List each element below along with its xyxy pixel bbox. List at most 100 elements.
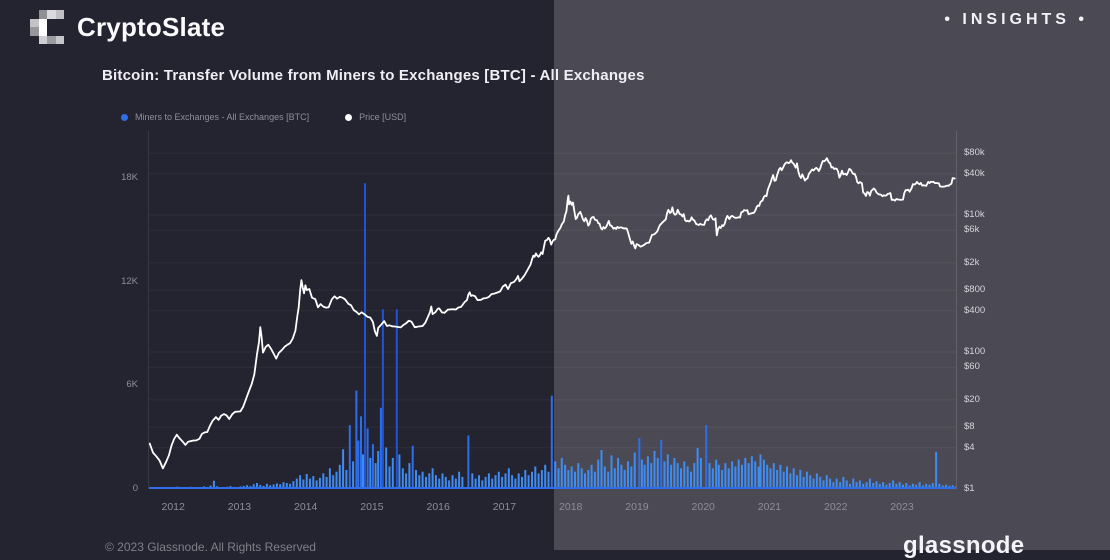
volume-bar [712, 468, 714, 488]
brand-name: CryptoSlate [77, 12, 225, 43]
volume-bar [836, 479, 838, 488]
volume-bar [292, 481, 294, 488]
x-axis-tick: 2020 [692, 501, 715, 513]
chart-canvas [149, 131, 956, 489]
volume-bar [528, 475, 530, 488]
volume-bar [597, 460, 599, 488]
volume-bar [342, 449, 344, 488]
volume-bar [355, 391, 357, 489]
x-axis-tick: 2015 [360, 501, 383, 513]
volume-bar [329, 468, 331, 488]
volume-bar [571, 467, 573, 489]
volume-bar [491, 479, 493, 488]
volume-bar [776, 470, 778, 488]
x-axis-tick: 2022 [824, 501, 847, 513]
volume-bar [367, 429, 369, 489]
legend-dot-white-icon [345, 114, 352, 121]
y-left-tick: 0 [88, 483, 138, 495]
legend-label-miners-volume: Miners to Exchanges - All Exchanges [BTC… [135, 112, 309, 122]
volume-bar [654, 451, 656, 488]
y-right-tick: $40k [964, 168, 985, 180]
legend-dot-blue-icon [121, 114, 128, 121]
volume-bar [601, 450, 603, 488]
glassnode-watermark[interactable]: glassnode [903, 532, 1024, 560]
volume-bars-series [157, 183, 956, 488]
volume-bar [524, 470, 526, 488]
volume-bar [869, 479, 871, 488]
volume-bar [813, 479, 815, 488]
volume-bar [786, 467, 788, 489]
volume-bar [620, 465, 622, 488]
volume-bar [299, 475, 301, 488]
volume-bar [360, 416, 362, 488]
volume-bar [758, 467, 760, 489]
volume-bar [495, 475, 497, 488]
volume-bar [744, 458, 746, 488]
volume-bar [697, 448, 699, 488]
volume-bar [551, 396, 553, 488]
volume-bar [751, 456, 753, 488]
volume-bar [667, 454, 669, 488]
volume-bar [309, 479, 311, 488]
x-axis-tick: 2021 [758, 501, 781, 513]
cryptoslate-logo[interactable]: CryptoSlate [30, 10, 225, 44]
volume-bar [548, 472, 550, 488]
copyright-text: © 2023 Glassnode. All Rights Reserved [105, 540, 316, 554]
y-right-tick: $80k [964, 147, 985, 159]
volume-bar [554, 461, 556, 488]
volume-bar [935, 452, 937, 488]
volume-bar [402, 468, 404, 488]
y-right-tick: $800 [964, 284, 985, 296]
volume-bar [773, 463, 775, 488]
volume-bar [641, 460, 643, 488]
volume-bar [316, 480, 318, 488]
y-right-tick: $6k [964, 224, 979, 236]
volume-bar [846, 480, 848, 488]
volume-bar [718, 465, 720, 488]
volume-bar [511, 475, 513, 488]
volume-bar [385, 448, 387, 489]
volume-bar [352, 461, 354, 488]
volume-bar [823, 480, 825, 488]
volume-bar [345, 470, 347, 488]
volume-bar [721, 470, 723, 488]
volume-bar [558, 468, 560, 488]
volume-bar [789, 473, 791, 488]
volume-bar [680, 468, 682, 488]
volume-bar [498, 472, 500, 488]
volume-bar [624, 470, 626, 488]
volume-bar [859, 480, 861, 488]
volume-bar [455, 479, 457, 488]
volume-bar [362, 454, 364, 488]
volume-bar [432, 468, 434, 488]
volume-bar [405, 473, 407, 488]
volume-bar [738, 460, 740, 488]
volume-bar [478, 475, 480, 488]
volume-bar [481, 480, 483, 488]
x-axis-tick: 2019 [625, 501, 648, 513]
volume-bar [412, 446, 414, 488]
volume-bar [302, 480, 304, 489]
volume-bar [731, 461, 733, 488]
volume-bar [382, 309, 384, 488]
volume-bar [670, 465, 672, 488]
volume-bar [647, 456, 649, 488]
volume-bar [577, 463, 579, 488]
volume-bar [488, 473, 490, 488]
y-right-tick: $8 [964, 421, 975, 433]
volume-bar [754, 461, 756, 488]
x-axis-tick: 2016 [427, 501, 450, 513]
y-right-tick: $10k [964, 209, 985, 221]
volume-bar [531, 472, 533, 488]
volume-bar [581, 468, 583, 488]
volume-bar [779, 465, 781, 488]
volume-bar [796, 475, 798, 488]
chart-legend: Miners to Exchanges - All Exchanges [BTC… [121, 112, 406, 122]
volume-bar [728, 468, 730, 488]
y-right-tick: $400 [964, 305, 985, 317]
y-left-tick: 12K [88, 276, 138, 288]
volume-bar [799, 470, 801, 488]
volume-bar [319, 478, 321, 488]
volume-bar [408, 463, 410, 488]
y-right-tick: $4 [964, 442, 975, 454]
